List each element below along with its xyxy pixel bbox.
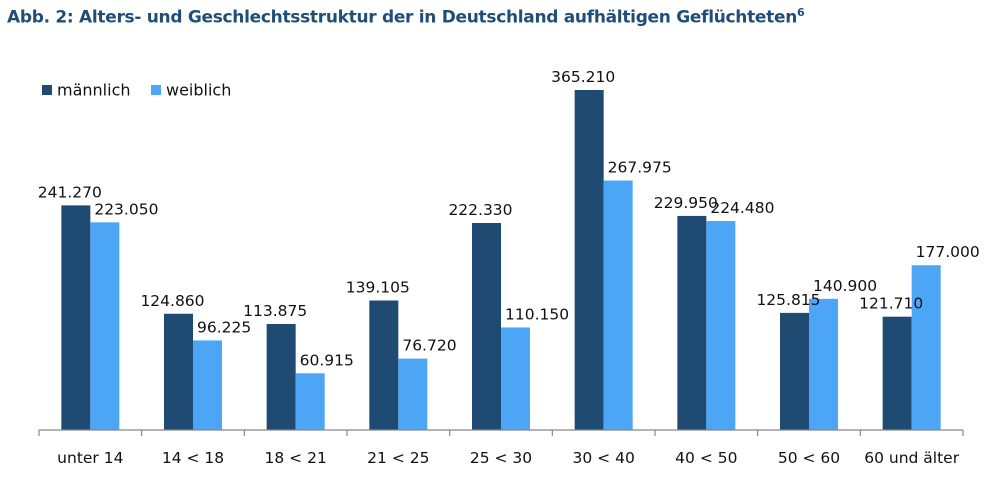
data-label-weiblich: 60.915 <box>300 351 354 369</box>
data-label-weiblich: 223.050 <box>94 200 158 218</box>
data-label-maennlich: 124.860 <box>140 292 204 310</box>
data-label-weiblich: 267.975 <box>608 159 672 177</box>
bar-maennlich <box>266 323 296 430</box>
data-label-maennlich: 229.950 <box>654 194 718 212</box>
bar-weiblich <box>295 373 325 430</box>
legend-swatch-weiblich <box>151 85 161 95</box>
data-label-maennlich: 113.875 <box>243 302 307 320</box>
bars <box>61 90 941 430</box>
x-tick-label: 50 < 60 <box>778 449 840 467</box>
x-tick-label: 21 < 25 <box>367 449 429 467</box>
data-label-maennlich: 365.210 <box>551 68 615 86</box>
legend-label-maennlich: männlich <box>57 81 131 100</box>
chart-title: Abb. 2: Alters- und Geschlechtsstruktur … <box>7 6 805 28</box>
bar-maennlich <box>369 300 399 430</box>
x-tick-label: 30 < 40 <box>573 449 635 467</box>
data-label-maennlich: 139.105 <box>346 278 410 296</box>
x-tick-label: 25 < 30 <box>470 449 532 467</box>
data-label-maennlich: 222.330 <box>448 201 512 219</box>
data-label-weiblich: 177.000 <box>916 243 980 261</box>
chart-title-text: Abb. 2: Alters- und Geschlechtsstruktur … <box>7 7 798 28</box>
bar-weiblich <box>706 221 736 430</box>
title-footnote: 6 <box>797 6 805 19</box>
bar-maennlich <box>61 205 91 430</box>
bar-weiblich <box>809 298 838 430</box>
x-tick-label: 60 und älter <box>864 449 959 467</box>
x-tick-label: 18 < 21 <box>265 449 327 467</box>
data-label-weiblich: 110.150 <box>505 305 569 323</box>
x-axis: unter 14 14 < 18 18 < 21 21 < 25 25 < 30 30 <… <box>38 429 964 467</box>
data-label-weiblich: 76.720 <box>402 337 456 355</box>
x-tick-label: 40 < 50 <box>675 449 737 467</box>
x-tick-label: 14 < 18 <box>162 449 224 467</box>
bar-weiblich <box>398 358 428 430</box>
bar-weiblich <box>911 265 941 430</box>
bar-maennlich <box>574 90 604 430</box>
legend-label-weiblich: weiblich <box>166 81 231 100</box>
data-label-maennlich: 241.270 <box>38 183 102 201</box>
data-label-maennlich: 121.710 <box>859 295 923 313</box>
bar-maennlich <box>882 316 912 430</box>
data-label-weiblich: 140.900 <box>813 277 877 295</box>
bar-weiblich <box>193 340 222 430</box>
legend-swatch-maennlich <box>42 85 52 95</box>
bar-maennlich <box>164 313 193 430</box>
x-tick-label: unter 14 <box>57 449 123 467</box>
data-label-maennlich: 125.815 <box>756 291 820 309</box>
bar-weiblich <box>90 222 120 430</box>
bar-weiblich <box>501 327 530 430</box>
bar-maennlich <box>472 223 501 430</box>
bar-weiblich <box>603 180 633 430</box>
bar-maennlich <box>677 215 707 430</box>
legend: männlich weiblich <box>42 81 231 100</box>
data-label-weiblich: 224.480 <box>710 199 774 217</box>
data-label-weiblich: 96.225 <box>197 318 251 336</box>
bar-maennlich <box>780 312 809 430</box>
